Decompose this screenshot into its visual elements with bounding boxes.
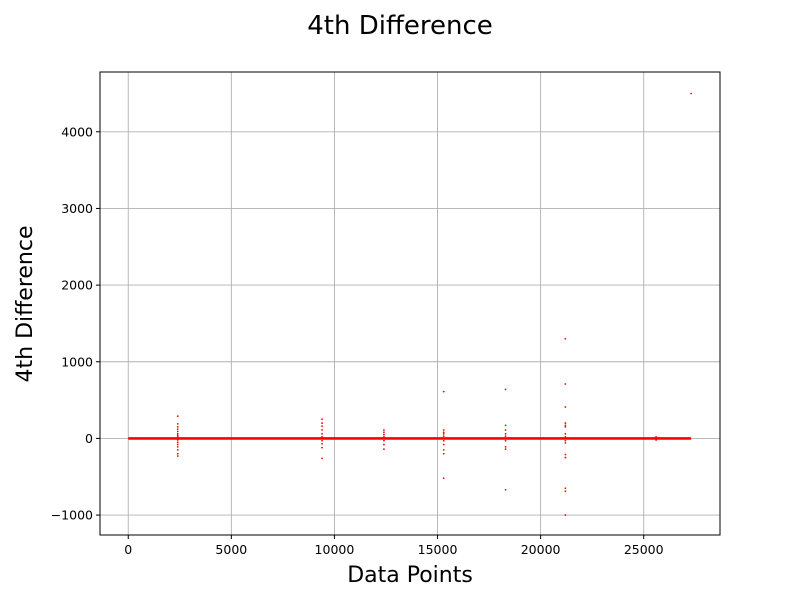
data-point: [321, 429, 323, 431]
data-point: [176, 415, 179, 418]
data-point: [442, 449, 445, 451]
data-point: [504, 388, 507, 391]
y-tick-label: 4000: [61, 124, 93, 139]
data-point: [321, 442, 323, 445]
data-point: [176, 445, 179, 448]
data-point: [321, 418, 323, 421]
data-point: [655, 439, 657, 441]
data-point: [176, 449, 179, 451]
data-point: [564, 514, 567, 516]
data-point: [176, 452, 179, 455]
data-point: [176, 422, 179, 425]
plot-area: [128, 92, 693, 516]
data-point: [442, 431, 445, 434]
data-point: [176, 455, 179, 457]
data-point: [176, 430, 179, 433]
data-point: [564, 487, 567, 490]
data-point: [321, 439, 323, 442]
data-point: [504, 424, 507, 427]
data-point: [504, 448, 507, 451]
data-point: [321, 422, 323, 424]
x-tick-label: 15000: [418, 542, 458, 557]
data-point: [176, 432, 179, 435]
x-tick-label: 10000: [315, 542, 355, 557]
data-point: [383, 435, 385, 438]
y-tick-label: 0: [85, 431, 93, 446]
chart-title: 4th Difference: [307, 11, 493, 41]
data-point: [321, 446, 323, 449]
data-point: [383, 433, 385, 436]
x-tick-label: 0: [124, 542, 132, 557]
y-tick-label: −1000: [51, 508, 93, 523]
data-point: [321, 435, 323, 438]
data-point: [504, 488, 507, 491]
y-tick-label: 3000: [61, 201, 93, 216]
ticks: [96, 131, 645, 539]
x-tick-label: 20000: [521, 542, 561, 557]
data-point: [176, 441, 179, 444]
data-point: [442, 435, 445, 438]
data-point: [176, 443, 179, 446]
data-point: [564, 337, 567, 340]
tick-labels: 0 5000 10000 15000 20000 25000 −1000 0 1000 2000 3…: [51, 124, 664, 557]
data-point: [504, 435, 507, 438]
data-point: [383, 439, 385, 442]
grid: [100, 72, 720, 535]
y-axis-label: 4th Difference: [13, 226, 38, 383]
data-point: [564, 442, 567, 444]
data-point: [442, 477, 445, 480]
y-tick-label: 1000: [61, 354, 93, 369]
data-point: [176, 428, 179, 431]
data-point: [176, 434, 179, 437]
data-point: [564, 439, 567, 442]
y-tick-label: 2000: [61, 278, 93, 293]
data-point: [564, 426, 567, 428]
data-point: [321, 432, 323, 435]
data-point: [321, 425, 323, 428]
data-point: [176, 439, 179, 441]
data-point: [442, 432, 445, 435]
x-tick-label: 5000: [215, 542, 247, 557]
data-point: [564, 490, 567, 493]
data-point: [564, 456, 567, 459]
data-point: [442, 452, 445, 455]
data-point: [564, 453, 567, 456]
data-point: [383, 429, 385, 431]
axes-frame: [99, 71, 721, 536]
data-point: [504, 439, 507, 442]
data-point: [655, 435, 657, 438]
data-point: [564, 383, 567, 385]
data-point: [383, 443, 385, 446]
data-point: [321, 457, 323, 460]
data-point: [176, 435, 179, 438]
data-point: [504, 432, 507, 435]
data-point: [564, 422, 567, 424]
data-point: [383, 448, 385, 451]
data-point: [564, 406, 567, 408]
data-point: [504, 445, 507, 448]
data-point: [442, 429, 445, 431]
data-point: [176, 426, 179, 428]
data-point: [442, 439, 445, 442]
data-point: [564, 432, 567, 435]
data-point: [442, 443, 445, 446]
data-point: [504, 429, 507, 431]
data-point: [383, 431, 385, 434]
x-axis-label: Data Points: [347, 563, 473, 588]
data-point: [690, 92, 693, 95]
data-point: [442, 390, 445, 393]
data-point: [564, 435, 567, 438]
data-point: [564, 424, 567, 427]
x-tick-label: 25000: [624, 542, 664, 557]
